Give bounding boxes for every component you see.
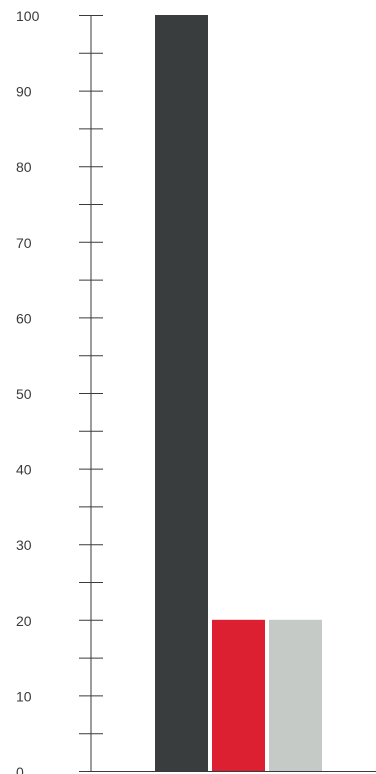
y-axis: 0 10 20 30 40 50 60 70 80 90 100 [16, 8, 103, 774]
y-tick-label: 50 [16, 386, 32, 402]
y-tick-label: 80 [16, 159, 32, 175]
y-tick-label: 40 [16, 462, 32, 478]
y-tick-label: 60 [16, 310, 32, 326]
y-tick-label: 30 [16, 537, 32, 553]
y-tick-label: 10 [16, 688, 32, 704]
y-tick-label: 0 [16, 764, 24, 774]
bar-3 [269, 619, 322, 771]
bar-1 [155, 15, 208, 771]
y-tick-label: 70 [16, 235, 32, 251]
y-tick-label: 20 [16, 613, 32, 629]
bars [155, 15, 322, 771]
bar-2 [212, 619, 265, 771]
y-tick-label: 100 [16, 8, 40, 24]
y-tick-label: 90 [16, 84, 32, 100]
